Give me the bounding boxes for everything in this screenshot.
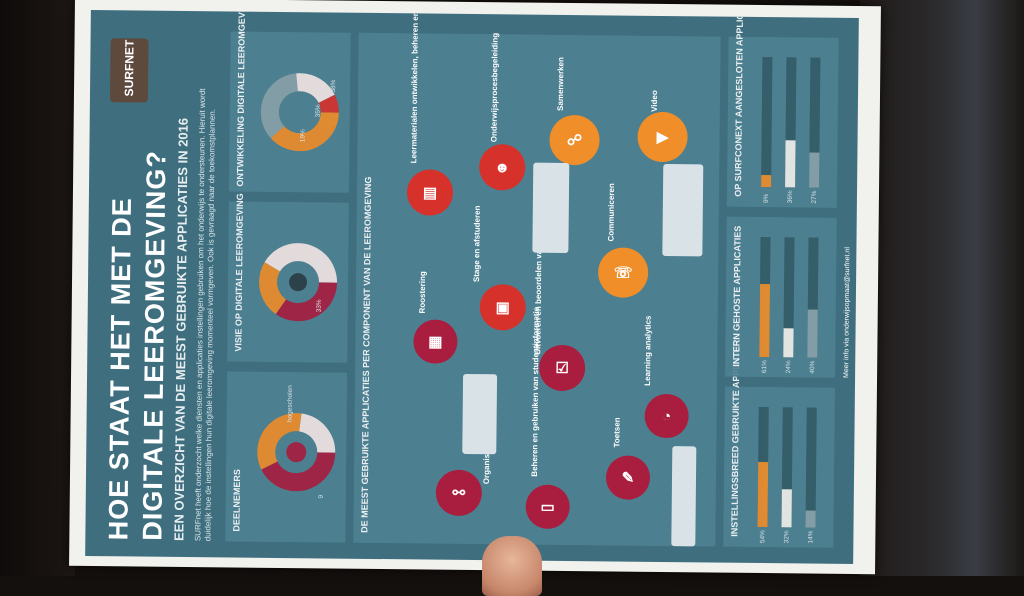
- deelnemers-value-2: 11: [318, 435, 326, 443]
- ontwikkeling-pct-a: 19%: [299, 129, 307, 143]
- thumb-holding-paper: [482, 536, 542, 596]
- surfconext-value-3: 27%: [810, 190, 819, 204]
- component-stage-icon: ▣: [479, 284, 527, 331]
- bar-surfconext-1: [761, 175, 772, 188]
- instellingsbreed-value-2: 32%: [783, 530, 791, 544]
- component-toetsen-label: Toetsen: [612, 417, 622, 448]
- intro-text: SURFnet heeft onderzocht welke diensten …: [193, 88, 217, 542]
- intern-value-1: 61%: [761, 360, 769, 374]
- component-onderwijsproces-label: Onderwijsprocesbegeleiding: [489, 32, 500, 143]
- ontwikkeling-donut: [260, 73, 339, 152]
- subtitle: EEN OVERZICHT VAN DE MEEST GEBRUIKTE APP…: [171, 117, 191, 542]
- panel-intern: INTERN GEHOSTE APPLICATIES 61% 24% 40%: [725, 216, 837, 378]
- ontwikkeling-pct-c: 38%: [330, 79, 338, 93]
- bar-instellingsbreed-2: [781, 489, 792, 528]
- panel-visie: VISIE OP DIGITALE LEEROMGEVING 33% 48%: [227, 193, 349, 363]
- component-studentinfo-icon: ▭: [525, 484, 570, 530]
- title-line-1: HOE STAAT HET MET DE: [103, 197, 137, 541]
- surfconext-value-2: 36%: [786, 190, 795, 204]
- component-opdrachten-icon: ☑: [538, 344, 586, 392]
- bar-intern-1: [759, 284, 771, 358]
- intern-value-3: 40%: [809, 360, 817, 374]
- visie-pct-b: 48%: [316, 257, 324, 271]
- panel-surfconext: OP SURFCONEXT AANGESLOTEN APPLICATIES 9%…: [726, 10, 839, 208]
- component-video-icon: ▶: [637, 111, 688, 163]
- component-onderwijsproces-icon: ☻: [479, 144, 526, 191]
- component-organiseren-icon: ⚯: [435, 469, 483, 517]
- dark-background-right: [860, 0, 1024, 576]
- instellingsbreed-value-1: 54%: [759, 530, 767, 544]
- instellingsbreed-value-3: 14%: [807, 530, 815, 544]
- ontwikkeling-pct-b: 35%: [314, 104, 322, 118]
- ontwikkeling-title: ONTWIKKELING DIGITALE LEEROMGEVING: [235, 9, 248, 187]
- component-analytics-label: Learning analytics: [642, 315, 653, 386]
- intern-title: INTERN GEHOSTE APPLICATIES: [731, 225, 743, 367]
- component-leermaterialen-icon: ▤: [406, 169, 454, 216]
- deelnemers-donut: [257, 413, 336, 492]
- footer-contact: Meer info via onderwijsopmaat@surfnet.nl: [843, 247, 852, 378]
- bar-intern-3: [807, 309, 818, 358]
- panel-instellingsbreed: INSTELLINGSBREED GEBRUIKTE APPLICATIES 5…: [723, 329, 835, 548]
- infographic-poster: SURFNET HOE STAAT HET MET DE DIGITALE LE…: [85, 9, 859, 565]
- title-line-2: DIGITALE LEEROMGEVING?: [137, 150, 172, 541]
- callout-toetsen: [671, 446, 697, 547]
- surfconext-title: OP SURFCONEXT AANGESLOTEN APPLICATIES: [732, 9, 746, 197]
- visie-title: VISIE OP DIGITALE LEEROMGEVING: [233, 193, 245, 352]
- component-analytics-icon: ◔: [644, 393, 689, 439]
- bar-intern-2: [783, 328, 794, 358]
- component-video-label: Video: [649, 90, 660, 112]
- callout-organiseren: [462, 373, 498, 455]
- bar-surfconext-2: [785, 140, 796, 188]
- bar-surfconext-3: [809, 152, 820, 188]
- callout-samenwerken: [532, 162, 570, 254]
- bar-instellingsbreed-1: [757, 462, 769, 528]
- component-toetsen-icon: ✎: [605, 455, 651, 500]
- visie-donut: [259, 243, 338, 322]
- surfnet-logo: SURFNET: [109, 38, 149, 103]
- components-title: DE MEEST GEBRUIKTE APPLICATIES PER COMPO…: [359, 176, 374, 533]
- deelnemers-label: hogescholen: [286, 385, 294, 423]
- component-samenwerken-label: Samenwerken: [555, 57, 566, 111]
- component-roostering-label: Roostering: [417, 271, 428, 314]
- intern-value-2: 24%: [785, 360, 793, 374]
- callout-video: [662, 163, 704, 257]
- component-leermaterialen-label: Leermaterialen ontwikkelen, beheren en d…: [409, 9, 421, 164]
- component-communiceren-icon: ☏: [597, 247, 649, 298]
- deelnemers-title: DEELNEMERS: [231, 468, 243, 532]
- component-stage-label: Stage en afstuderen: [472, 205, 482, 283]
- component-communiceren-label: Communiceren: [606, 183, 617, 242]
- bar-instellingsbreed-3: [805, 510, 816, 528]
- panel-deelnemers: DEELNEMERS 9 11 hogescholen: [225, 371, 348, 543]
- surfconext-value-1: 9%: [762, 193, 770, 204]
- component-samenwerken-icon: ☍: [549, 114, 600, 166]
- dark-background-left: [0, 0, 75, 576]
- component-roostering-icon: ▦: [413, 319, 458, 364]
- deelnemers-value-1: 9: [317, 494, 325, 499]
- panel-ontwikkeling: ONTWIKKELING DIGITALE LEEROMGEVING 19% 3…: [228, 10, 351, 193]
- visie-pct-a: 33%: [315, 299, 323, 313]
